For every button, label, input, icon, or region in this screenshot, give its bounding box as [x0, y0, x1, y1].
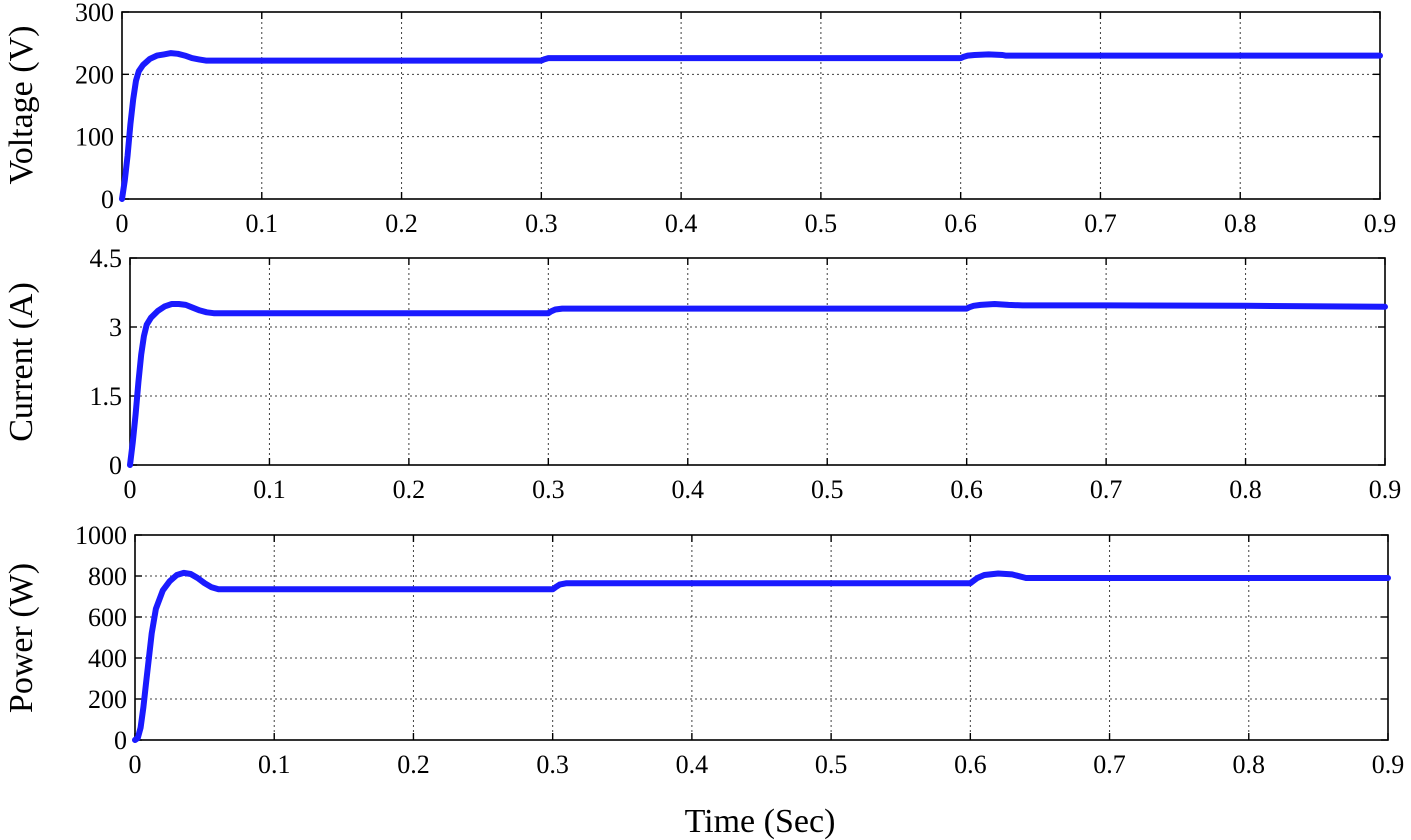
- chart-panels: 0 0.1 0.2 0.3 0.4 0.5 0.6 0.7 0.8 0.90100200300Vo…: [3, 0, 1404, 779]
- x-tick-label: 0.1: [253, 475, 286, 504]
- x-tick-label: 0.6: [944, 209, 977, 238]
- x-tick-label: 0.5: [805, 209, 838, 238]
- series-line: [119, 50, 1383, 202]
- x-tick-label: 0.1: [246, 209, 279, 238]
- x-tick-label: 0.7: [1090, 475, 1123, 504]
- x-tick-label: 0.3: [536, 750, 569, 779]
- series-line: [132, 569, 1391, 743]
- y-tick-label: 800: [88, 562, 127, 591]
- y-tick-label: 200: [88, 685, 127, 714]
- y-tick-label: 0: [114, 726, 127, 755]
- x-axis-title: Time (Sec): [685, 803, 836, 840]
- x-tick-label: 0: [124, 475, 137, 504]
- y-tick-label: 0: [101, 185, 114, 214]
- plot-area: [134, 534, 1389, 741]
- x-tick-label: 0.4: [672, 475, 705, 504]
- x-tick-label: 0.2: [393, 475, 426, 504]
- x-tick-label: 0.1: [258, 750, 291, 779]
- x-tick-label: 0: [116, 209, 129, 238]
- x-tick-label: 0.2: [397, 750, 430, 779]
- chart-panel-1: 0 0.1 0.2 0.3 0.4 0.5 0.6 0.7 0.8 0.9 0 100 200 300 Vo…: [3, 0, 1396, 238]
- x-tick-label: 0.7: [1093, 750, 1126, 779]
- x-tick-label: 0.9: [1372, 750, 1405, 779]
- x-tick-label: 0.2: [385, 209, 418, 238]
- x-tick-label: 0.9: [1364, 209, 1397, 238]
- y-tick-label: 200: [75, 60, 114, 89]
- x-tick-label: 0.9: [1369, 475, 1402, 504]
- y-tick-label: 0: [109, 451, 122, 480]
- x-tick-label: 0.6: [950, 475, 983, 504]
- x-tick-label: 0.3: [532, 475, 565, 504]
- y-tick-label: 1000: [75, 521, 127, 550]
- x-tick-label: 0.8: [1233, 750, 1266, 779]
- y-tick-label: 600: [88, 603, 127, 632]
- plot-area: [129, 257, 1386, 466]
- series-line: [127, 301, 1388, 468]
- chart-panel-3: 0 0.1 0.2 0.3 0.4 0.5 0.6 0.7 0.8 0.9 0 200 400 600 80…: [3, 521, 1404, 779]
- y-tick-label: 300: [75, 0, 114, 27]
- y-tick-label: 4.5: [90, 244, 123, 273]
- y-tick-label: 400: [88, 644, 127, 673]
- x-tick-label: 0.8: [1229, 475, 1262, 504]
- x-tick-label: 0.7: [1084, 209, 1117, 238]
- chart-panel-2: 0 0.1 0.2 0.3 0.4 0.5 0.6 0.7 0.8 0.9 0 1.5 3 4.5 Curr…: [3, 244, 1401, 504]
- y-tick-label: 100: [75, 123, 114, 152]
- x-tick-label: 0.5: [815, 750, 848, 779]
- y-axis-title: Power (W): [3, 563, 40, 713]
- y-tick-label: 3: [109, 313, 122, 342]
- x-tick-label: 0.5: [811, 475, 844, 504]
- x-tick-label: 0.8: [1224, 209, 1257, 238]
- x-tick-label: 0.4: [665, 209, 698, 238]
- x-tick-label: 0.3: [525, 209, 558, 238]
- plot-area: [121, 11, 1381, 200]
- y-axis-title: Voltage (V): [3, 26, 40, 185]
- x-tick-label: 0.4: [676, 750, 709, 779]
- y-axis-title: Current (A): [3, 282, 40, 442]
- x-tick-label: 0: [129, 750, 142, 779]
- x-tick-label: 0.6: [954, 750, 987, 779]
- y-tick-label: 1.5: [90, 382, 123, 411]
